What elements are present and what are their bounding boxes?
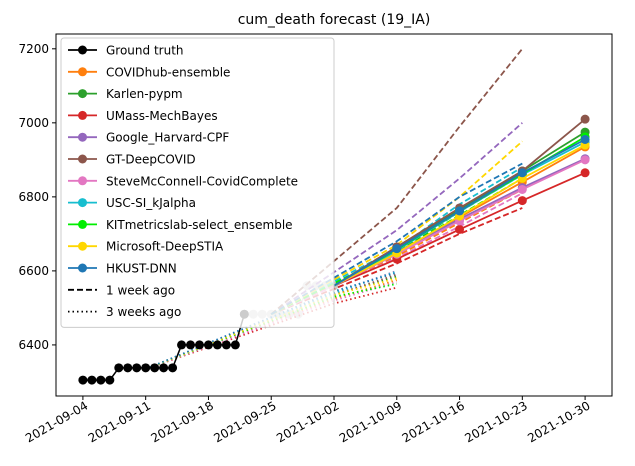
ground-truth-point bbox=[186, 340, 196, 350]
legend-marker bbox=[78, 176, 87, 186]
legend-label: Ground truth bbox=[106, 44, 184, 58]
ground-truth-point bbox=[105, 375, 115, 385]
ground-truth-point bbox=[87, 375, 97, 385]
legend-marker bbox=[78, 110, 87, 120]
legend-label: Karlen-pypm bbox=[106, 87, 183, 101]
legend-marker bbox=[78, 132, 87, 142]
legend-marker bbox=[78, 241, 87, 251]
chart-title: cum_death forecast (19_IA) bbox=[238, 12, 431, 28]
forecast-point bbox=[392, 244, 402, 254]
x-tick-label: 2021-09-18 bbox=[149, 398, 216, 445]
forecast-point bbox=[580, 114, 590, 124]
ground-truth-point bbox=[114, 363, 124, 373]
legend-label: KITmetricslab-select_ensemble bbox=[106, 218, 293, 232]
legend-label: HKUST-DNN bbox=[106, 262, 177, 276]
legend-marker bbox=[78, 198, 87, 208]
y-axis: 6400 6600 6800 7000 7200 bbox=[18, 42, 56, 352]
ground-truth-point bbox=[132, 363, 142, 373]
wk1-forecast-line bbox=[270, 140, 523, 315]
wk3-forecast-line bbox=[145, 282, 397, 370]
y-tick-label: 6600 bbox=[18, 264, 49, 278]
ground-truth-point bbox=[221, 340, 231, 350]
x-tick-label: 2021-10-09 bbox=[337, 398, 404, 445]
x-tick-label: 2021-10-02 bbox=[274, 398, 341, 445]
x-tick-label: 2021-09-25 bbox=[211, 398, 278, 445]
legend-marker bbox=[78, 219, 87, 229]
legend-label: SteveMcConnell-CovidComplete bbox=[106, 174, 298, 188]
legend-label: 3 weeks ago bbox=[106, 305, 181, 319]
ground-truth-point bbox=[177, 340, 187, 350]
legend-label: Microsoft-DeepSTIA bbox=[106, 240, 224, 254]
forecast-point bbox=[580, 134, 590, 144]
ground-truth-point bbox=[96, 375, 106, 385]
legend-label: Google_Harvard-CPF bbox=[106, 131, 229, 145]
ground-truth-point bbox=[78, 375, 88, 385]
ground-truth-point bbox=[168, 363, 178, 373]
legend-label: COVIDhub-ensemble bbox=[106, 65, 230, 79]
x-tick-label: 2021-10-16 bbox=[400, 398, 467, 445]
legend-marker bbox=[78, 89, 87, 99]
y-tick-label: 7000 bbox=[18, 116, 49, 130]
ground-truth-point bbox=[123, 363, 133, 373]
ground-truth-point bbox=[159, 363, 169, 373]
ground-truth-point bbox=[150, 363, 160, 373]
forecast-point bbox=[455, 206, 465, 216]
forecast-point bbox=[517, 168, 527, 178]
forecast-point bbox=[580, 168, 590, 178]
ground-truth-point bbox=[230, 340, 240, 350]
legend-label: 1 week ago bbox=[106, 283, 175, 297]
x-tick-label: 2021-09-11 bbox=[86, 398, 153, 445]
legend-marker bbox=[78, 154, 87, 164]
legend-marker bbox=[78, 67, 87, 77]
forecast-point bbox=[580, 155, 590, 165]
legend: Ground truth COVIDhub-ensemble Karlen-pypm… bbox=[60, 37, 335, 328]
forecast-line bbox=[333, 118, 586, 287]
legend-label: USC-SI_kJalpha bbox=[106, 196, 196, 210]
legend-box bbox=[60, 37, 335, 328]
ground-truth-point bbox=[194, 340, 204, 350]
x-axis: 2021-09-042021-09-112021-09-182021-09-25… bbox=[23, 396, 593, 445]
ground-truth-point bbox=[141, 363, 151, 373]
forecast-point bbox=[517, 196, 527, 206]
forecast-point bbox=[455, 224, 465, 234]
y-tick-label: 6800 bbox=[18, 190, 49, 204]
legend-label: UMass-MechBayes bbox=[106, 109, 218, 123]
ground-truth-point bbox=[212, 340, 222, 350]
y-tick-label: 7200 bbox=[18, 42, 49, 56]
legend-label: GT-DeepCOVID bbox=[106, 153, 196, 167]
x-tick-label: 2021-09-04 bbox=[23, 398, 90, 445]
x-tick-label: 2021-10-30 bbox=[525, 398, 592, 445]
forecast-point bbox=[517, 184, 527, 194]
ground-truth-point bbox=[203, 340, 213, 350]
x-tick-label: 2021-10-23 bbox=[462, 398, 529, 445]
legend-marker bbox=[78, 45, 87, 55]
y-tick-label: 6400 bbox=[18, 338, 49, 352]
legend-marker bbox=[78, 263, 87, 273]
